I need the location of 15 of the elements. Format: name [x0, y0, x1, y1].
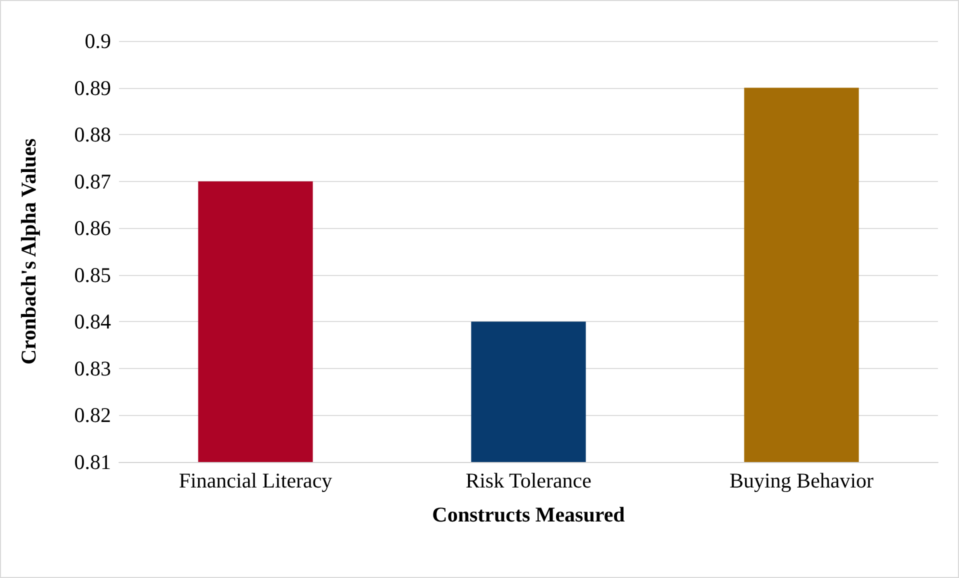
x-axis-title: Constructs Measured	[432, 502, 626, 526]
y-tick-label: 0.85	[74, 262, 111, 287]
y-tick-label: 0.82	[74, 403, 111, 428]
y-tick-label: 0.86	[74, 216, 111, 240]
y-tick-label: 0.9	[84, 29, 111, 53]
y-axis-title: Cronbach's Alpha Values	[16, 138, 40, 365]
y-tick-label: 0.89	[74, 76, 111, 100]
x-tick-label: Risk Tolerance	[466, 468, 592, 492]
y-tick-label: 0.83	[74, 356, 111, 380]
x-tick-label: Financial Literacy	[178, 468, 333, 492]
y-tick-label: 0.87	[74, 169, 111, 194]
x-tick-label: Buying Behavior	[729, 468, 874, 492]
y-tick-label: 0.84	[74, 310, 112, 334]
y-tick-label: 0.81	[74, 450, 111, 474]
y-tick-label: 0.88	[74, 122, 111, 147]
